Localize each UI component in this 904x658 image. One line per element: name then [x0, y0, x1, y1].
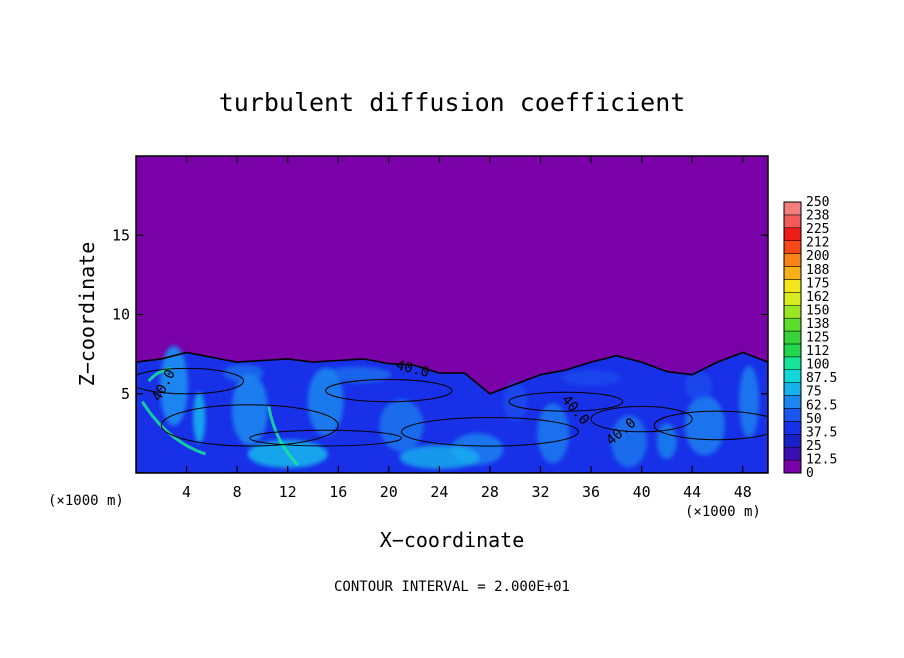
colorbar-swatch-11: [783, 317, 802, 332]
field-cell-2: [231, 373, 268, 446]
colorbar-swatch-2: [783, 434, 802, 448]
y-tick-label-15: 15: [112, 226, 130, 244]
colorbar-swatch-3: [783, 421, 802, 435]
colorbar-label-12: 150: [806, 303, 829, 318]
colorbar-swatch-0: [783, 459, 802, 474]
colorbar-swatch-15: [783, 266, 802, 280]
contour-line-6: [590, 405, 693, 433]
field-cell-9: [739, 365, 759, 438]
colorbar-label-9: 112: [806, 344, 829, 359]
colorbar-swatch-6: [783, 382, 802, 396]
x-tick-label-8: 8: [233, 483, 242, 501]
contour-line-3: [325, 379, 453, 403]
colorbar-swatch-7: [783, 369, 802, 383]
x-unit-left-label: (×1000 m): [48, 493, 124, 509]
colorbar-label-1: 12.5: [806, 452, 837, 467]
contour-line-8: [249, 429, 402, 447]
contour-line-5: [508, 391, 624, 412]
field-cell-4: [379, 399, 424, 452]
colorbar-label-2: 25: [806, 439, 822, 454]
x-tick-label-48: 48: [734, 483, 752, 501]
colorbar-label-10: 125: [806, 331, 829, 346]
colorbar-label-15: 188: [806, 263, 829, 278]
diffusion-field: [136, 345, 768, 473]
x-tick-label-20: 20: [380, 483, 398, 501]
x-unit-right-label: (×1000 m): [685, 504, 761, 520]
colorbar-swatch-16: [783, 253, 802, 267]
field-cell-1: [159, 345, 188, 426]
x-tick-label-16: 16: [329, 483, 347, 501]
colorbar-frame: [783, 201, 802, 474]
colorbar-swatch-4: [783, 408, 802, 422]
x-axis: 4 8 12 16 20 24 28 32 36 40 44 48: [182, 156, 752, 501]
x-tick-label-32: 32: [531, 483, 549, 501]
y-axis: 5 10 15: [112, 226, 768, 403]
x-tick-label-40: 40: [633, 483, 651, 501]
field-cell-16: [223, 364, 264, 383]
x-tick-label-24: 24: [430, 483, 448, 501]
colorbar-swatch-19: [783, 214, 802, 229]
plot-area: 40.040.040.040.0: [135, 155, 769, 474]
colorbar-swatch-17: [783, 240, 802, 254]
x-tick-label-44: 44: [683, 483, 701, 501]
field-cell-7: [611, 415, 647, 468]
colorbar-label-17: 212: [806, 236, 829, 251]
x-tick-label-4: 4: [182, 483, 191, 501]
colorbar-label-5: 62.5: [806, 398, 837, 413]
colorbar-label-7: 87.5: [806, 371, 837, 386]
colorbar-label-20: 250: [806, 195, 829, 210]
y-tick-label-10: 10: [112, 306, 130, 324]
high-value-streak-2: [267, 406, 299, 467]
field-cell-12: [193, 391, 206, 444]
colorbar-label-18: 225: [806, 222, 829, 237]
colorbar-label-16: 200: [806, 249, 829, 264]
colorbar-swatch-12: [783, 304, 802, 319]
field-cell-13: [323, 366, 392, 383]
contour-line-7: [653, 410, 768, 441]
contour-line-2: [160, 404, 339, 447]
y-tick-label-5: 5: [121, 385, 130, 403]
field-cell-17: [684, 371, 713, 400]
chart-title: turbulent diffusion coefficient: [219, 88, 686, 117]
colorbar-swatch-8: [783, 356, 802, 371]
colorbar-swatch-1: [783, 446, 802, 461]
colorbar-swatch-5: [783, 395, 802, 409]
colorbar-swatch-20: [783, 201, 802, 216]
field-cell-8: [684, 395, 725, 456]
colorbar-label-4: 50: [806, 412, 822, 427]
colorbar-label-3: 37.5: [806, 425, 837, 440]
field-cell-14: [561, 369, 621, 386]
colorbar-label-19: 238: [806, 209, 829, 224]
colorbar-label-6: 75: [806, 385, 822, 400]
contour-label-1: 40.0: [394, 357, 431, 381]
field-cell-6: [537, 403, 570, 464]
colorbar-swatch-13: [783, 292, 802, 306]
colorbar-swatch-14: [783, 279, 802, 293]
colorbar-label-0: 0: [806, 466, 814, 481]
field-cell-15: [503, 381, 528, 422]
y-axis-title: Z−coordinate: [75, 242, 99, 387]
colorbar-swatch-9: [783, 343, 802, 358]
colorbar-swatch-18: [783, 227, 802, 241]
colorbar-swatch-10: [783, 330, 802, 345]
colorbar: 012.52537.55062.57587.510011212513815016…: [783, 195, 837, 481]
x-tick-label-28: 28: [481, 483, 499, 501]
contour-line-1: [136, 367, 244, 395]
contour-interval-note: CONTOUR INTERVAL = 2.000E+01: [334, 579, 570, 595]
colorbar-label-11: 138: [806, 317, 829, 332]
x-tick-label-12: 12: [279, 483, 297, 501]
colorbar-label-13: 162: [806, 290, 829, 305]
x-tick-label-36: 36: [582, 483, 600, 501]
field-cell-11: [399, 445, 480, 470]
x-axis-title: X−coordinate: [380, 528, 525, 552]
colorbar-label-8: 100: [806, 358, 829, 373]
colorbar-label-14: 175: [806, 276, 829, 291]
contour-line-4: [400, 417, 579, 447]
boundary-layer-contour: [136, 351, 768, 473]
